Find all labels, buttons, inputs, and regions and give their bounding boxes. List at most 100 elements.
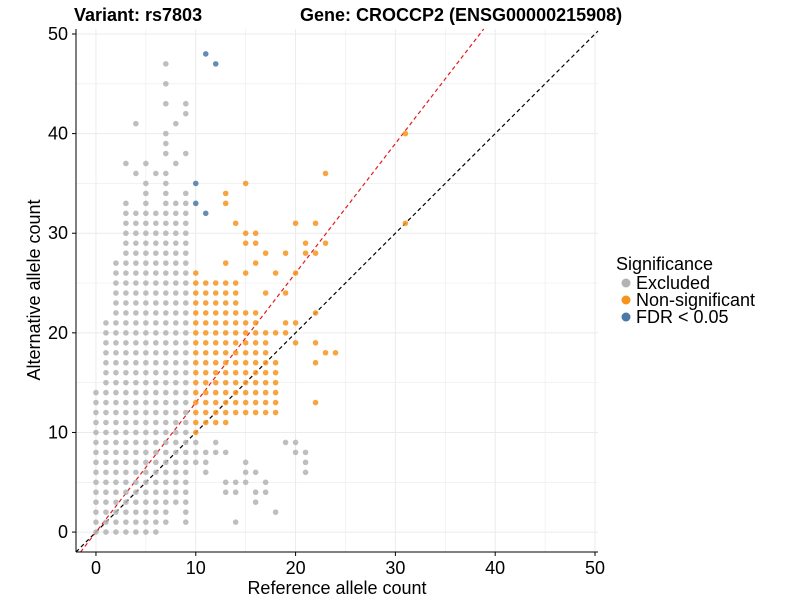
reference-line [75,30,599,553]
point-non-significant [332,349,339,356]
point-non-significant [232,330,239,336]
point-excluded [133,439,139,446]
point-excluded [272,509,279,515]
point-excluded [173,200,179,207]
point-excluded [163,250,169,256]
point-excluded [153,479,159,486]
point-non-significant [272,359,279,366]
point-excluded [113,519,119,525]
point-excluded [113,300,119,306]
point-excluded [113,310,119,316]
point-non-significant [202,340,209,346]
point-excluded [163,429,169,436]
point-non-significant [232,300,239,306]
point-excluded [133,419,139,426]
point-excluded [123,290,129,296]
x-tick-label: 0 [91,558,101,578]
point-excluded [153,170,159,177]
point-excluded [133,459,139,466]
point-non-significant [242,379,249,386]
point-excluded [173,449,179,456]
point-non-significant [222,260,229,266]
point-excluded [93,519,99,525]
reference-lines [75,28,599,553]
point-excluded [163,320,169,326]
point-excluded [182,330,189,336]
point-non-significant [192,290,199,296]
point-excluded [93,509,99,515]
point-excluded [133,320,139,326]
point-excluded [182,359,189,366]
point-non-significant [202,409,209,416]
point-excluded [173,379,179,386]
point-non-significant [252,369,259,376]
point-excluded [113,529,119,535]
point-excluded [212,449,219,456]
point-excluded [143,250,149,256]
point-excluded [182,429,189,436]
y-tick-label: 50 [48,24,68,44]
point-non-significant [262,359,269,366]
point-non-significant [232,340,239,346]
point-excluded [143,330,149,336]
point-excluded [103,379,109,386]
point-non-significant [212,290,219,296]
point-non-significant [322,170,329,177]
point-excluded [173,250,179,256]
point-excluded [182,499,189,505]
point-non-significant [252,409,259,416]
point-excluded [173,479,179,486]
point-non-significant [302,240,309,246]
point-excluded [173,160,179,167]
point-excluded [103,320,109,326]
point-excluded [143,230,149,237]
reference-line [80,28,485,553]
point-non-significant [192,369,199,376]
point-excluded [143,200,149,207]
point-excluded [113,389,119,396]
point-excluded [182,340,189,346]
point-excluded [153,359,159,366]
point-excluded [133,429,139,436]
point-non-significant [232,369,239,376]
point-excluded [93,479,99,486]
point-non-significant [232,349,239,356]
point-non-significant [222,200,229,207]
point-excluded [173,429,179,436]
point-excluded [133,240,139,246]
point-excluded [153,389,159,396]
point-excluded [113,489,119,496]
point-excluded [182,110,189,117]
point-non-significant [262,399,269,406]
point-non-significant [222,280,229,286]
point-non-significant [192,270,199,276]
point-excluded [113,290,119,296]
point-excluded [173,489,179,496]
point-fdr-0-05 [192,200,199,207]
point-non-significant [222,330,229,336]
point-excluded [143,489,149,496]
point-excluded [163,519,169,525]
point-excluded [123,359,129,366]
point-non-significant [292,340,299,346]
point-excluded [153,320,159,326]
point-excluded [163,220,169,227]
point-non-significant [272,270,279,276]
point-non-significant [262,349,269,356]
point-excluded [123,320,129,326]
point-excluded [133,359,139,366]
point-excluded [123,469,129,476]
point-excluded [133,409,139,416]
point-excluded [173,260,179,266]
chart-title-variant: Variant: rs7803 [74,5,202,25]
point-non-significant [272,369,279,376]
point-excluded [182,300,189,306]
point-excluded [163,130,169,137]
point-excluded [153,459,159,466]
point-excluded [163,310,169,316]
point-non-significant [212,349,219,356]
point-excluded [123,240,129,246]
point-excluded [153,529,159,535]
point-non-significant [192,389,199,396]
